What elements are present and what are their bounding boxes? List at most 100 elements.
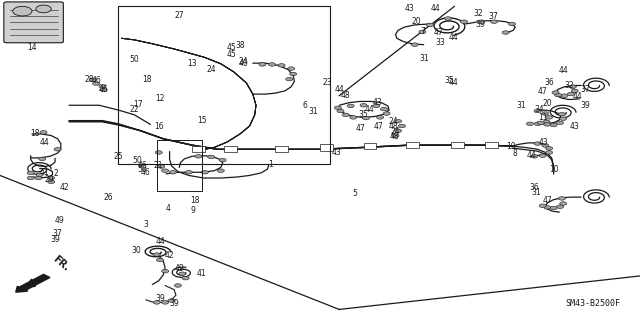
Circle shape <box>169 170 177 174</box>
Text: 44: 44 <box>364 105 374 114</box>
Circle shape <box>360 103 367 107</box>
Text: 31: 31 <box>516 101 527 110</box>
Text: 20: 20 <box>542 99 552 108</box>
Text: 48: 48 <box>340 91 350 100</box>
Circle shape <box>502 31 509 34</box>
Circle shape <box>557 121 564 125</box>
Circle shape <box>394 129 402 133</box>
Text: 50: 50 <box>138 165 148 174</box>
Circle shape <box>195 155 202 158</box>
Text: 44: 44 <box>448 33 458 42</box>
Circle shape <box>161 169 169 173</box>
Circle shape <box>545 116 553 119</box>
Circle shape <box>572 89 579 93</box>
Bar <box>451 142 464 148</box>
Circle shape <box>427 23 434 27</box>
Circle shape <box>570 85 576 89</box>
Text: 11: 11 <box>538 113 547 122</box>
Text: 12: 12 <box>156 94 164 103</box>
Text: 1: 1 <box>268 160 273 169</box>
Bar <box>364 143 376 149</box>
Circle shape <box>201 170 209 174</box>
Text: 4: 4 <box>166 204 171 213</box>
Text: 43: 43 <box>404 4 415 13</box>
Text: 13: 13 <box>187 59 197 68</box>
Text: 44: 44 <box>155 237 165 246</box>
Circle shape <box>288 67 294 70</box>
Circle shape <box>531 155 538 158</box>
Circle shape <box>552 91 559 94</box>
FancyArrow shape <box>16 274 50 292</box>
Circle shape <box>217 169 225 173</box>
Circle shape <box>541 144 548 147</box>
Circle shape <box>259 63 266 66</box>
Text: 46: 46 <box>138 161 148 170</box>
Circle shape <box>544 206 550 209</box>
Circle shape <box>419 30 426 34</box>
Text: 49: 49 <box>54 216 65 225</box>
Circle shape <box>35 176 42 180</box>
Text: 47: 47 <box>373 122 383 131</box>
Text: 47: 47 <box>433 28 444 37</box>
Circle shape <box>534 122 541 126</box>
Text: 39: 39 <box>170 299 180 308</box>
Circle shape <box>337 109 344 113</box>
Text: 47: 47 <box>355 124 365 133</box>
Circle shape <box>568 93 575 96</box>
Circle shape <box>509 22 516 26</box>
Text: 20: 20 <box>411 17 421 26</box>
Circle shape <box>350 116 357 119</box>
Circle shape <box>477 20 485 24</box>
Text: 30: 30 <box>131 246 141 255</box>
Circle shape <box>207 155 215 159</box>
Bar <box>275 146 288 152</box>
Circle shape <box>398 124 406 128</box>
Circle shape <box>348 104 355 108</box>
Circle shape <box>154 300 161 304</box>
Circle shape <box>534 109 541 113</box>
Text: 46: 46 <box>92 76 102 85</box>
Circle shape <box>380 107 388 111</box>
Text: 50: 50 <box>132 156 143 165</box>
Text: 39: 39 <box>51 235 61 244</box>
Bar <box>118 6 330 164</box>
Bar <box>224 146 237 152</box>
Circle shape <box>558 197 566 200</box>
Bar <box>192 146 205 152</box>
Circle shape <box>540 154 547 158</box>
Text: 24: 24 <box>390 127 401 136</box>
Text: 31: 31 <box>419 54 429 63</box>
Text: 48: 48 <box>390 132 400 141</box>
Circle shape <box>286 77 293 81</box>
Text: FR.: FR. <box>51 254 72 273</box>
Circle shape <box>543 120 550 124</box>
Circle shape <box>445 17 452 20</box>
Text: 47: 47 <box>538 87 548 96</box>
Text: 44: 44 <box>335 85 345 94</box>
Text: 36: 36 <box>545 78 555 87</box>
Circle shape <box>342 113 349 116</box>
Bar <box>157 140 202 191</box>
Circle shape <box>48 176 55 180</box>
FancyBboxPatch shape <box>4 2 63 43</box>
Text: 5: 5 <box>353 189 358 198</box>
Text: 28: 28 <box>85 75 94 84</box>
Text: 50: 50 <box>129 56 140 64</box>
Circle shape <box>560 117 567 121</box>
Text: 44: 44 <box>449 78 459 87</box>
Circle shape <box>48 180 55 184</box>
Text: 37: 37 <box>580 85 591 94</box>
Circle shape <box>36 173 44 177</box>
Circle shape <box>526 122 533 126</box>
Circle shape <box>40 131 47 134</box>
Circle shape <box>561 94 568 98</box>
Text: 35: 35 <box>444 76 454 85</box>
Text: 37: 37 <box>488 12 499 21</box>
Text: 49: 49 <box>175 264 185 273</box>
Text: 23: 23 <box>323 78 333 87</box>
Circle shape <box>278 63 285 67</box>
Circle shape <box>372 104 380 108</box>
Circle shape <box>155 151 163 154</box>
Text: 44: 44 <box>527 151 537 160</box>
Text: 31: 31 <box>308 107 318 115</box>
